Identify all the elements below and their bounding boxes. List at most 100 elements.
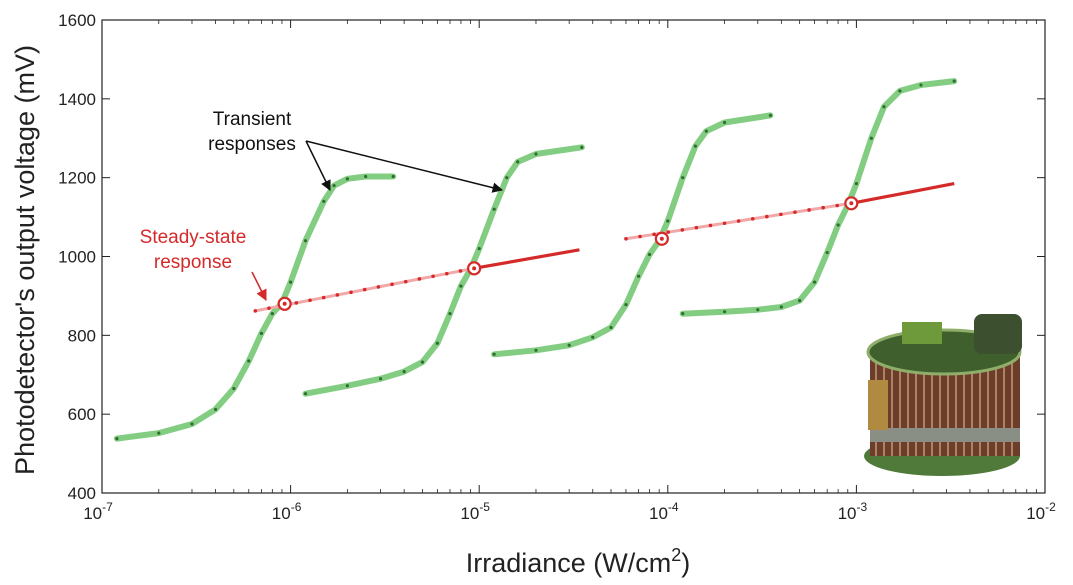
transient-point [836,223,840,227]
transient-point [435,341,439,345]
transient-point [854,181,859,186]
steady-point [349,290,353,295]
transient-point [693,144,697,148]
transient-point [402,369,406,374]
steady-point [750,217,755,221]
device-photo [864,314,1022,476]
steady-solid-segment-1 [473,248,580,270]
transient-arrow-1 [305,140,331,191]
transient-point [492,352,496,356]
transient-point [303,239,308,243]
steady-point [376,285,381,289]
transient-point [492,207,496,211]
transient-point [420,360,425,364]
transient-point [534,152,538,156]
steady-point [821,205,825,210]
steady-point [708,223,713,228]
transient-point [303,392,308,396]
steady-point [308,298,312,303]
transient-point [345,384,349,388]
steady-point [431,274,435,279]
steady-circle-center [472,266,477,271]
steady-point [624,236,628,241]
transient-label-line2: responses [208,134,296,155]
transient-point [190,422,194,426]
steady-circle-center [849,201,854,206]
x-tick-label: 10-3 [838,500,868,523]
steady-point [253,309,258,313]
x-axis-title: Irradiance (W/cm2) [466,545,691,578]
steady-point [444,271,449,276]
steady-point [267,306,271,311]
steady-point [294,301,299,305]
transient-point [332,183,336,188]
transient-point [516,160,520,164]
steady-point [417,277,422,281]
transient-annotation: Transient responses [208,109,296,155]
transient-point [157,431,161,435]
x-tick-label: 10-7 [83,500,113,523]
transient-curve-2 [302,144,585,397]
transient-point [505,176,509,180]
transient-point [115,437,119,441]
transient-point [898,89,902,93]
device-side-panel [868,380,888,430]
transient-point [448,312,452,316]
y-tick-label: 1000 [58,248,96,267]
steady-point [807,208,811,212]
transient-point [882,105,886,109]
y-tick-label: 1400 [58,90,96,109]
transient-point [609,325,613,330]
transient-arrow-2 [305,140,504,193]
transient-point [247,359,251,363]
transient-point [322,199,326,203]
transient-label-line1: Transient [213,109,292,130]
transient-point [681,176,685,180]
transient-point [636,274,641,278]
steady-point [694,225,699,230]
transient-point [270,312,274,316]
steady-label-line1: Steady-state [140,227,247,248]
steady-point [835,203,840,208]
steady-arrow [251,271,267,302]
transient-curve-1 [113,173,397,442]
transient-point [624,302,628,307]
transient-point [812,280,817,284]
steady-circle-center [282,301,287,306]
y-tick-label: 600 [68,405,96,424]
transient-point [232,386,236,391]
steady-point [680,228,685,232]
steady-point [321,295,326,300]
transient-point [345,177,349,181]
steady-point [722,221,727,226]
transient-point [591,335,595,339]
y-tick-label: 1200 [58,169,96,188]
transient-point [952,79,956,83]
steady-point [652,232,656,237]
transient-point [768,113,773,117]
transient-point [919,83,923,87]
y-tick-label: 400 [68,484,96,503]
transient-point [756,308,760,312]
transient-point [722,310,727,314]
steady-point [390,282,394,287]
transient-point [704,129,708,133]
transient-point [289,280,293,284]
y-axis-title: Photodetector's output voltage (mV) [10,45,40,475]
transient-point [779,305,783,309]
steady-state-annotation: Steady-state response [140,227,247,273]
steady-point [666,230,671,234]
steady-point [403,279,408,284]
steady-point [335,293,340,297]
steady-point [765,214,769,219]
steady-point [458,269,463,273]
x-tick-label: 10-4 [649,500,679,523]
device-ridge [974,314,1022,354]
x-tick-label: 10-6 [272,500,302,523]
steady-point [736,219,741,223]
transient-point [825,250,829,255]
steady-solid-segment-2 [851,182,955,205]
device-chip [902,322,942,344]
steady-point [779,212,783,217]
transient-point [869,136,873,140]
